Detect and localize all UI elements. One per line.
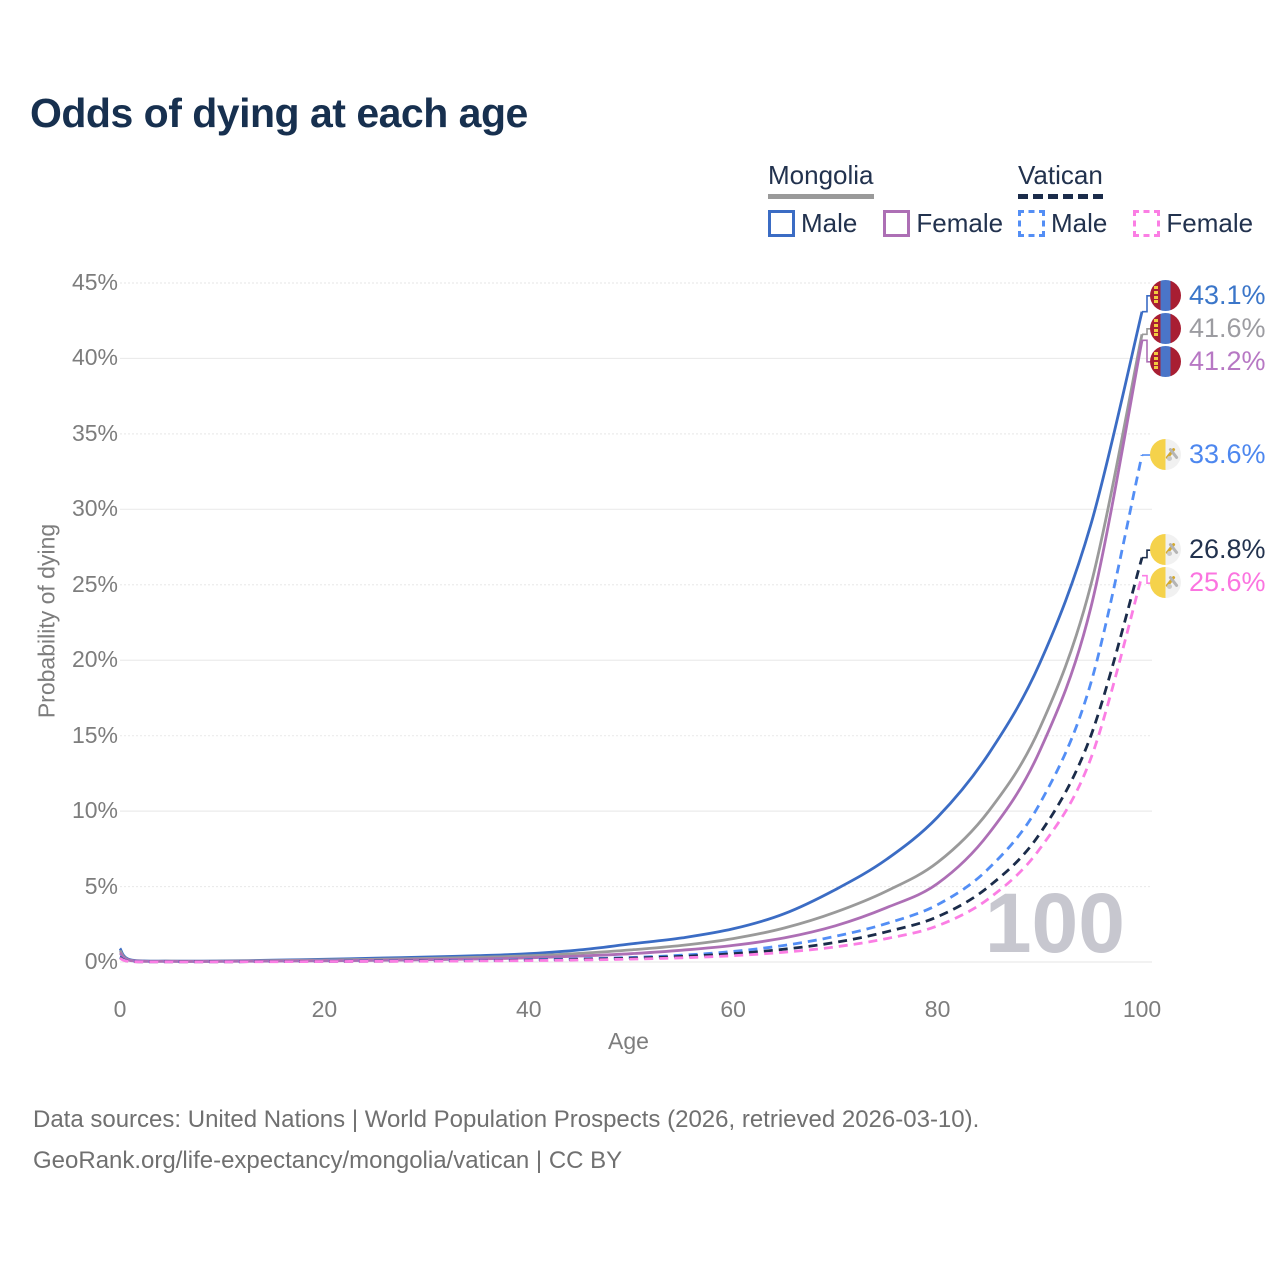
end-label-connector <box>1142 574 1152 584</box>
x-tick-label: 40 <box>516 996 542 1022</box>
legend-country-mongolia[interactable]: Mongolia <box>768 160 874 199</box>
end-label-row: 41.2% <box>1150 345 1266 377</box>
legend-items: Male Female <box>768 208 1003 239</box>
chart-title: Odds of dying at each age <box>30 90 528 136</box>
curve-mongolia-female <box>118 340 1144 963</box>
x-tick-label: 20 <box>311 996 338 1022</box>
x-tick-label: 60 <box>720 996 746 1022</box>
end-label-connector <box>1142 327 1152 336</box>
end-label-connector <box>1142 549 1152 559</box>
y-tick-label: 20% <box>71 646 118 673</box>
legend-item-mongolia-female[interactable]: Female <box>883 208 1003 239</box>
curve-vatican-female <box>119 575 1144 964</box>
end-label-row: 41.6% <box>1150 312 1266 344</box>
end-label-row: 25.6% <box>1150 567 1266 599</box>
y-tick-label: 25% <box>71 570 118 597</box>
legend-swatch <box>1133 210 1161 237</box>
y-tick-label: 40% <box>71 344 118 371</box>
vatican-flag-icon <box>1150 567 1181 599</box>
end-label-value: 41.2% <box>1189 345 1266 376</box>
age-watermark: 100 <box>985 876 1125 970</box>
legend-item-label: Female <box>916 208 1004 238</box>
end-label-row: 26.8% <box>1150 534 1266 566</box>
end-label-value: 25.6% <box>1189 567 1266 598</box>
legend-item-label: Male <box>1051 208 1108 238</box>
footer-attribution: GeoRank.org/life-expectancy/mongolia/vat… <box>33 1147 623 1174</box>
legend-country-label: Mongolia <box>768 160 874 190</box>
y-tick-label: 0% <box>84 948 118 974</box>
x-tick-label: 0 <box>113 996 127 1022</box>
end-label-connector <box>1142 339 1152 363</box>
legend-item-vatican-female[interactable]: Female <box>1133 208 1253 239</box>
x-tick-label: 80 <box>924 996 951 1022</box>
legend-swatch <box>1018 210 1045 237</box>
legend-group-mongolia: Mongolia Male Female <box>768 160 1003 239</box>
y-tick-label: 30% <box>71 495 118 522</box>
vatican-flag-icon <box>1150 439 1181 470</box>
y-tick-label: 10% <box>71 797 118 824</box>
mongolia-flag-icon <box>1150 279 1181 311</box>
end-label-value: 43.1% <box>1189 279 1266 310</box>
footer-sources: Data sources: United Nations | World Pop… <box>33 1106 980 1133</box>
legend-item-label: Female <box>1166 208 1254 238</box>
end-label-row: 33.6% <box>1150 439 1266 470</box>
legend-country-underline <box>1018 194 1103 199</box>
x-axis-title: Age <box>608 1028 649 1054</box>
legend-items: Male Female <box>1018 208 1253 239</box>
y-tick-label: 15% <box>71 721 118 748</box>
y-tick-label: 45% <box>71 269 118 295</box>
legend-swatch <box>768 210 795 237</box>
end-label-value: 33.6% <box>1189 439 1266 469</box>
end-label-value: 41.6% <box>1189 312 1266 343</box>
legend-country-label: Vatican <box>1018 160 1103 190</box>
curve-mongolia-male <box>118 311 1144 963</box>
y-tick-label: 35% <box>71 419 118 446</box>
legend-swatch <box>883 210 911 237</box>
legend-item-label: Male <box>801 208 858 238</box>
legend-item-vatican-male[interactable]: Male <box>1018 208 1107 239</box>
mongolia-flag-icon <box>1150 312 1181 344</box>
mongolia-flag-icon <box>1150 345 1181 377</box>
legend-country-vatican[interactable]: Vatican <box>1018 160 1103 199</box>
end-label-connector <box>1142 294 1152 313</box>
x-tick-label: 100 <box>1122 996 1162 1022</box>
legend-group-vatican: Vatican Male Female <box>1018 160 1253 239</box>
end-label-value: 26.8% <box>1189 534 1266 565</box>
legend-item-mongolia-male[interactable]: Male <box>768 208 857 239</box>
y-tick-label: 5% <box>84 872 118 899</box>
end-label-row: 43.1% <box>1150 279 1266 311</box>
legend-country-underline <box>768 194 874 199</box>
vatican-flag-icon <box>1150 534 1181 566</box>
y-axis-title: Probability of dying <box>33 523 60 719</box>
